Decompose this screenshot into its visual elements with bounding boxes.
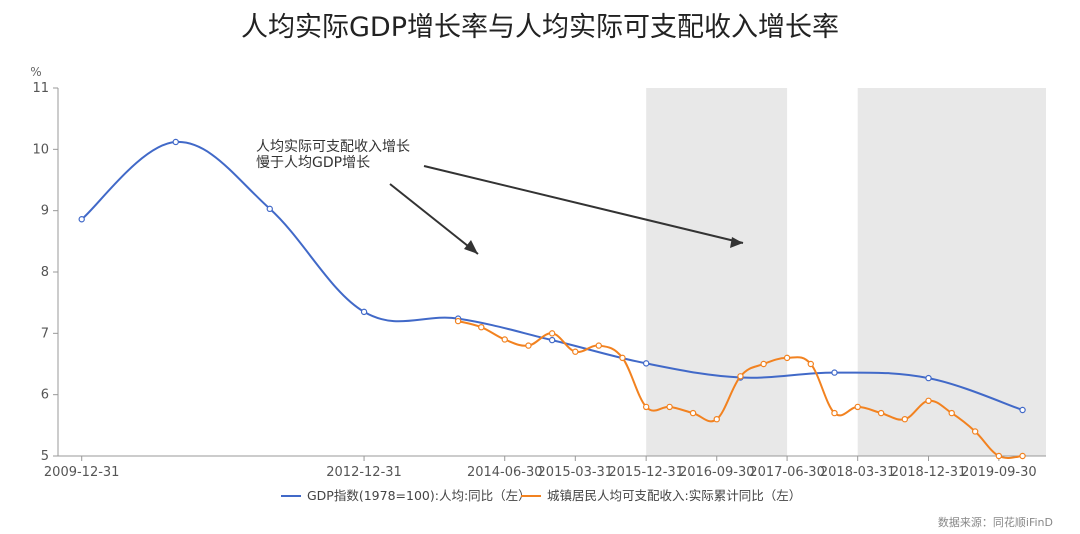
data-point bbox=[783, 354, 791, 362]
annotation-arrowhead-2 bbox=[730, 237, 743, 248]
x-axis: 2009-12-31 2012-12-31 2014-06-302015-03-31… bbox=[44, 455, 1046, 480]
data-point bbox=[925, 397, 932, 404]
y-axis-unit: % bbox=[30, 65, 41, 79]
x-tick-label: 2012-12-31 bbox=[326, 465, 402, 480]
annotation-line-2: 慢于人均GDP增长 bbox=[256, 154, 370, 171]
data-point bbox=[360, 308, 368, 316]
data-point bbox=[548, 330, 556, 337]
data-point bbox=[454, 317, 462, 325]
legend-label-gdp: GDP指数(1978=100):人均:同比（左） bbox=[307, 488, 531, 503]
shaded-period-1 bbox=[646, 88, 788, 456]
annotation: 人均实际可支配收入增长 慢于人均GDP增长 bbox=[256, 139, 744, 255]
series-line-1 bbox=[81, 140, 1023, 411]
series-group bbox=[78, 138, 1026, 460]
data-point bbox=[948, 409, 955, 417]
data-point bbox=[642, 403, 650, 411]
chart-title: 人均实际GDP增长率与人均实际可支配收入增长率 bbox=[241, 12, 839, 43]
data-point bbox=[831, 369, 838, 376]
shaded-periods bbox=[646, 88, 1046, 456]
y-tick-label: 5 bbox=[41, 449, 49, 464]
data-point bbox=[666, 403, 673, 411]
data-point bbox=[737, 373, 744, 380]
shaded-period-2 bbox=[857, 88, 1046, 456]
legend-label-income: 城镇居民人均可支配收入:实际累计同比（左） bbox=[547, 488, 801, 503]
x-tick-label: 2015-03-31 bbox=[538, 465, 614, 480]
data-point bbox=[1019, 406, 1026, 414]
data-point bbox=[266, 205, 273, 213]
data-point bbox=[689, 409, 697, 417]
x-tick-label: 2016-09-30 bbox=[679, 465, 755, 480]
y-tick-label: 7 bbox=[41, 326, 49, 341]
data-point bbox=[854, 403, 861, 411]
data-point bbox=[901, 416, 909, 423]
x-tick-label: 2009-12-31 bbox=[44, 465, 120, 480]
data-point bbox=[642, 360, 650, 367]
y-tick-label: 11 bbox=[32, 81, 49, 96]
annotation-arrow-1 bbox=[389, 183, 479, 255]
x-tick-label: 2018-12-31 bbox=[891, 465, 967, 480]
x-tick-label: 2018-03-31 bbox=[820, 465, 896, 480]
data-point bbox=[831, 409, 838, 417]
data-point bbox=[78, 216, 85, 223]
data-point bbox=[619, 354, 626, 362]
data-point bbox=[995, 452, 1003, 460]
data-point bbox=[572, 348, 579, 355]
data-point bbox=[1019, 452, 1026, 460]
y-tick-label: 6 bbox=[41, 388, 49, 403]
legend: GDP指数(1978=100):人均:同比（左） 城镇居民人均可支配收入:实际累… bbox=[281, 488, 801, 503]
data-point bbox=[525, 342, 532, 349]
data-point bbox=[760, 360, 767, 368]
y-tick-label: 9 bbox=[41, 204, 49, 219]
y-axis: 5 6 7 8 9 10 11 bbox=[32, 81, 59, 464]
data-point bbox=[877, 409, 885, 417]
annotation-arrow-2 bbox=[423, 165, 744, 244]
source-note: 数据来源：同花顺iFinD bbox=[938, 515, 1053, 529]
y-tick-label: 8 bbox=[41, 265, 49, 280]
data-point bbox=[478, 324, 485, 331]
data-point bbox=[925, 374, 932, 382]
x-tick-label: 2017-06-30 bbox=[749, 465, 825, 480]
annotation-arrowhead-1 bbox=[464, 240, 478, 254]
x-tick-label: 2019-09-30 bbox=[961, 465, 1037, 480]
x-tick-label: 2015-12-31 bbox=[608, 465, 684, 480]
data-point bbox=[595, 342, 602, 349]
data-point bbox=[971, 428, 979, 435]
data-point bbox=[807, 360, 814, 368]
data-point bbox=[548, 336, 556, 344]
x-tick-label: 2014-06-30 bbox=[467, 465, 543, 480]
y-tick-label: 10 bbox=[32, 142, 49, 157]
annotation-line-1: 人均实际可支配收入增长 bbox=[256, 139, 410, 155]
data-point bbox=[713, 416, 720, 423]
data-point bbox=[172, 138, 179, 146]
data-point bbox=[501, 336, 508, 343]
